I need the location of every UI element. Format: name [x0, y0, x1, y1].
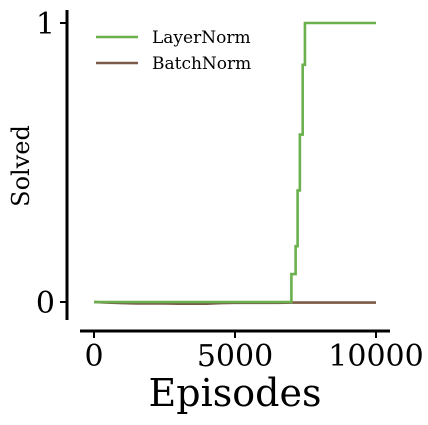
- series-group: [93, 21, 376, 305]
- y-tick-label: 0: [36, 286, 55, 321]
- x-axis-title: Episodes: [149, 371, 322, 415]
- y-axis-title: Solved: [7, 125, 35, 207]
- x-ticks: 0 5000 10000: [84, 331, 424, 374]
- x-tick-label: 0: [84, 339, 103, 374]
- legend: LayerNorm BatchNorm: [96, 28, 251, 74]
- x-tick-label: 10000: [328, 339, 423, 374]
- x-tick-label: 5000: [197, 339, 273, 374]
- y-tick-label: 1: [36, 7, 55, 42]
- legend-label-layernorm: LayerNorm: [152, 28, 251, 48]
- legend-label-batchnorm: BatchNorm: [152, 54, 251, 74]
- series-line-layernorm: [94, 21, 376, 304]
- y-ticks: 01: [36, 7, 67, 321]
